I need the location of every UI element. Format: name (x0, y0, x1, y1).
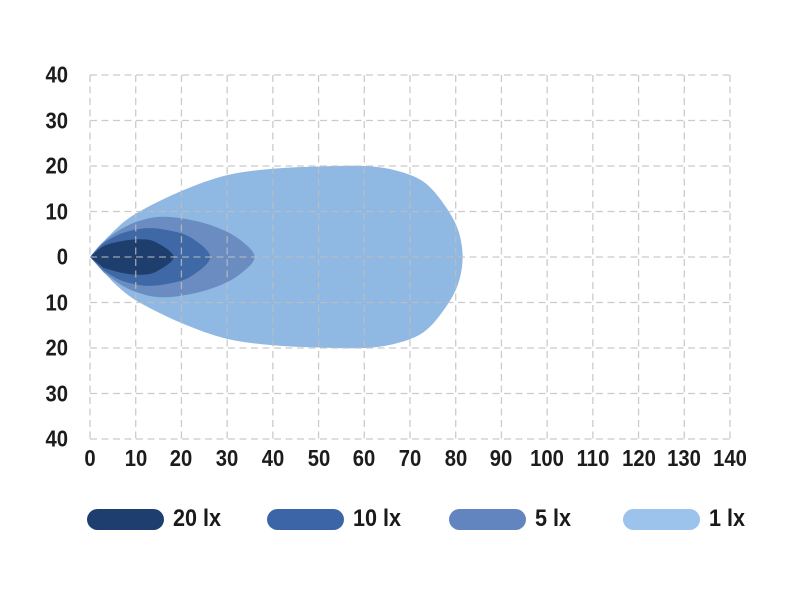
x-tick-label: 140 (713, 445, 747, 471)
x-tick-label: 80 (444, 445, 467, 471)
x-tick-label: 20 (170, 445, 193, 471)
x-tick-label: 50 (307, 445, 330, 471)
legend-label-1lx: 1 lx (709, 505, 746, 532)
legend-label-5lx: 5 lx (535, 505, 572, 532)
legend-item-20lx: 20 lx (87, 507, 226, 531)
legend-item-5lx: 5 lx (449, 507, 575, 531)
legend-item-10lx: 10 lx (267, 507, 406, 531)
y-tick-label: 40 (45, 425, 68, 452)
legend-swatch-10lx (267, 508, 344, 530)
beam-area-20lx (90, 239, 174, 275)
legend-item-1lx: 1 lx (623, 507, 749, 531)
legend-label-20lx: 20 lx (173, 505, 222, 532)
x-tick-label: 60 (353, 445, 376, 471)
x-tick-label: 10 (124, 445, 147, 471)
legend-swatch-5lx (449, 508, 526, 530)
y-tick-label: 10 (45, 198, 68, 224)
x-tick-label: 130 (667, 445, 702, 471)
legend-swatch-20lx (87, 508, 164, 530)
y-tick-label: 40 (45, 61, 68, 88)
y-tick-label: 10 (45, 289, 68, 315)
x-tick-label: 110 (576, 445, 610, 471)
x-tick-label: 90 (490, 445, 513, 471)
y-tick-label: 0 (56, 243, 68, 270)
y-tick-label: 30 (45, 380, 68, 406)
legend-label-10lx: 10 lx (353, 505, 402, 532)
y-tick-label: 20 (45, 152, 68, 179)
grid-lines (89, 74, 731, 440)
legend-swatch-1lx (623, 508, 700, 530)
x-tick-label: 100 (530, 445, 565, 471)
x-tick-label: 30 (215, 445, 239, 471)
x-tick-label: 70 (398, 445, 422, 471)
x-tick-label: 120 (621, 445, 656, 471)
x-tick-label: 0 (84, 445, 96, 471)
x-tick-label: 40 (261, 445, 285, 471)
y-tick-label: 20 (45, 334, 68, 361)
y-tick-label: 30 (45, 107, 68, 133)
